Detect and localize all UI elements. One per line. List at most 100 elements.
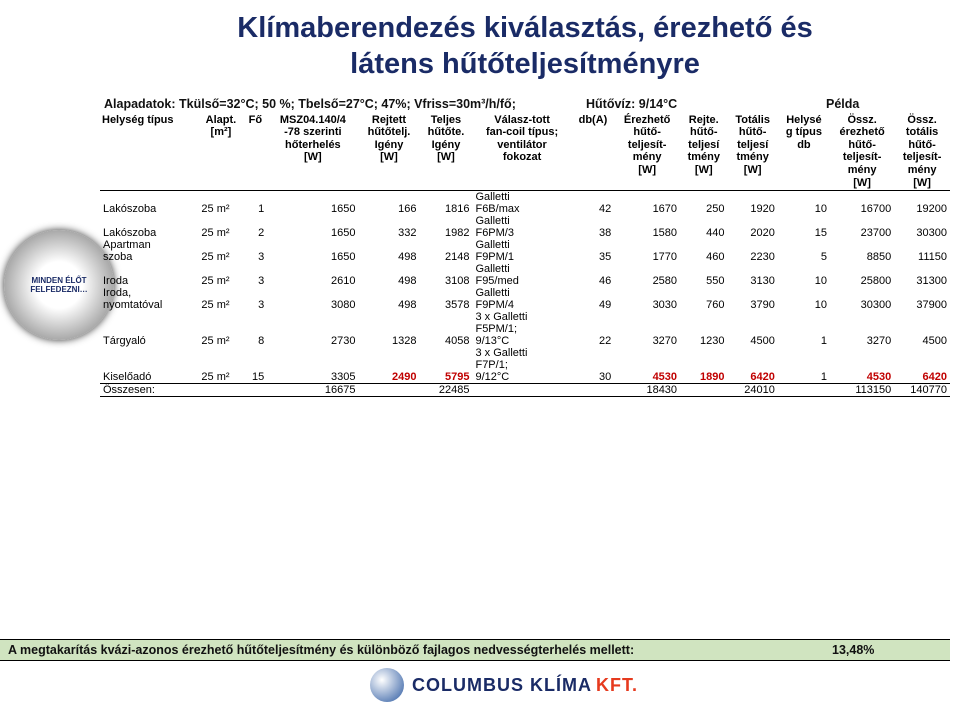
cell: 38 (572, 215, 615, 239)
logo-globe-icon (370, 668, 404, 702)
cell: 22485 (419, 384, 472, 397)
title-line-2: látens hűtőteljesítményre (350, 48, 700, 80)
cell: 18430 (614, 384, 680, 397)
cell: Galletti F6PM/3 (472, 215, 571, 239)
cell: 3 x Galletti F7P/1; 9/12°C (472, 347, 571, 384)
cell: 4530 (830, 347, 894, 384)
cell: 2580 (614, 263, 680, 287)
cell: 22 (572, 311, 615, 347)
cell: 25 m² (198, 215, 243, 239)
cell: 4500 (894, 311, 950, 347)
badge-text: MINDEN ÉLŐT FELFEDEZNI… (4, 276, 114, 294)
cell: 25 m² (198, 347, 243, 384)
table-row: Tárgyaló25 m²82730132840583 x Galletti F… (100, 311, 950, 347)
cell: 3790 (727, 287, 777, 311)
cell: 1230 (680, 311, 727, 347)
cell: 3030 (614, 287, 680, 311)
cell: 1816 (419, 191, 472, 216)
cell (198, 384, 243, 397)
col-header: Fő (243, 113, 267, 191)
col-header: Érezhető hűtő- teljesít- mény [W] (614, 113, 680, 191)
cell: 2610 (267, 263, 358, 287)
cell: 3080 (267, 287, 358, 311)
cell: 3270 (830, 311, 894, 347)
cell: 10 (778, 263, 830, 287)
cell: 3 (243, 239, 267, 263)
cell: 8850 (830, 239, 894, 263)
cell: 24010 (727, 384, 777, 397)
cell: 1982 (419, 215, 472, 239)
cell: 2020 (727, 215, 777, 239)
cell: 1 (778, 347, 830, 384)
col-header: Rejte. hűtő- teljesí tmény [W] (680, 113, 727, 191)
cell: 498 (359, 263, 420, 287)
meta-right: Példa (826, 97, 946, 111)
main-content: Klímaberendezés kiválasztás, érezhető és… (100, 10, 950, 397)
cell: 16675 (267, 384, 358, 397)
cell: 10 (778, 287, 830, 311)
cell: 760 (680, 287, 727, 311)
title-line-1: Klímaberendezés kiválasztás, érezhető és (237, 12, 812, 44)
cell: Lakószoba (100, 191, 198, 216)
page-title: Klímaberendezés kiválasztás, érezhető és… (100, 10, 950, 83)
cell (680, 384, 727, 397)
cell: Tárgyaló (100, 311, 198, 347)
table-row: Kiselőadó25 m²153305249057953 x Galletti… (100, 347, 950, 384)
cell: 2148 (419, 239, 472, 263)
cell: 2230 (727, 239, 777, 263)
cell: 113150 (830, 384, 894, 397)
col-header: Alapt. [m²] (198, 113, 243, 191)
cell: 1650 (267, 191, 358, 216)
cell: 35 (572, 239, 615, 263)
cell: 11150 (894, 239, 950, 263)
cell: Lakószoba (100, 215, 198, 239)
cell: 1 (778, 311, 830, 347)
cell: 460 (680, 239, 727, 263)
col-header: Totális hűtő- teljesí tmény [W] (727, 113, 777, 191)
cell: 498 (359, 287, 420, 311)
hvac-table: Helység típusAlapt. [m²]FőMSZ04.140/4 -7… (100, 113, 950, 398)
cell: Kiselőadó (100, 347, 198, 384)
cell: 10 (778, 191, 830, 216)
cell: 25 m² (198, 239, 243, 263)
cell: 3578 (419, 287, 472, 311)
cell: 1770 (614, 239, 680, 263)
cell: 1328 (359, 311, 420, 347)
cell: 25800 (830, 263, 894, 287)
cell: 19200 (894, 191, 950, 216)
cell: 1 (243, 191, 267, 216)
cell: 1580 (614, 215, 680, 239)
cell: 30 (572, 347, 615, 384)
cell: 166 (359, 191, 420, 216)
cell: Iroda, nyomtatóval (100, 287, 198, 311)
cell: 42 (572, 191, 615, 216)
logo-text: COLUMBUS KLÍMA (412, 675, 592, 696)
cell: 332 (359, 215, 420, 239)
cell: 1920 (727, 191, 777, 216)
cell: 46 (572, 263, 615, 287)
cell: 2730 (267, 311, 358, 347)
table-row: Lakószoba25 m²116501661816Galletti F6B/m… (100, 191, 950, 216)
cell: 1650 (267, 239, 358, 263)
cell: 440 (680, 215, 727, 239)
cell (472, 384, 571, 397)
table-row: Iroda, nyomtatóval25 m²330804983578Galle… (100, 287, 950, 311)
meta-row: Alapadatok: Tkülső=32°C; 50 %; Tbelső=27… (100, 95, 950, 113)
savings-pct: 13,48% (832, 643, 942, 657)
cell: 25 m² (198, 191, 243, 216)
cell: 3305 (267, 347, 358, 384)
cell: 3 (243, 287, 267, 311)
cell: 25 m² (198, 263, 243, 287)
meta-mid: Hűtővíz: 9/14°C (586, 97, 786, 111)
col-header: Helysé g típus db (778, 113, 830, 191)
cell (572, 384, 615, 397)
cell: 8 (243, 311, 267, 347)
logo-kft: KFT. (596, 675, 638, 696)
col-header: Össz. érezhető hűtő- teljesít- mény [W] (830, 113, 894, 191)
table-row: Iroda25 m²326104983108Galletti F95/med46… (100, 263, 950, 287)
cell: 5795 (419, 347, 472, 384)
table-row: Lakószoba25 m²216503321982Galletti F6PM/… (100, 215, 950, 239)
col-header: Rejtett hűtőtelj. Igény [W] (359, 113, 420, 191)
badge-logo: MINDEN ÉLŐT FELFEDEZNI… (4, 230, 114, 340)
cell: 25 m² (198, 311, 243, 347)
